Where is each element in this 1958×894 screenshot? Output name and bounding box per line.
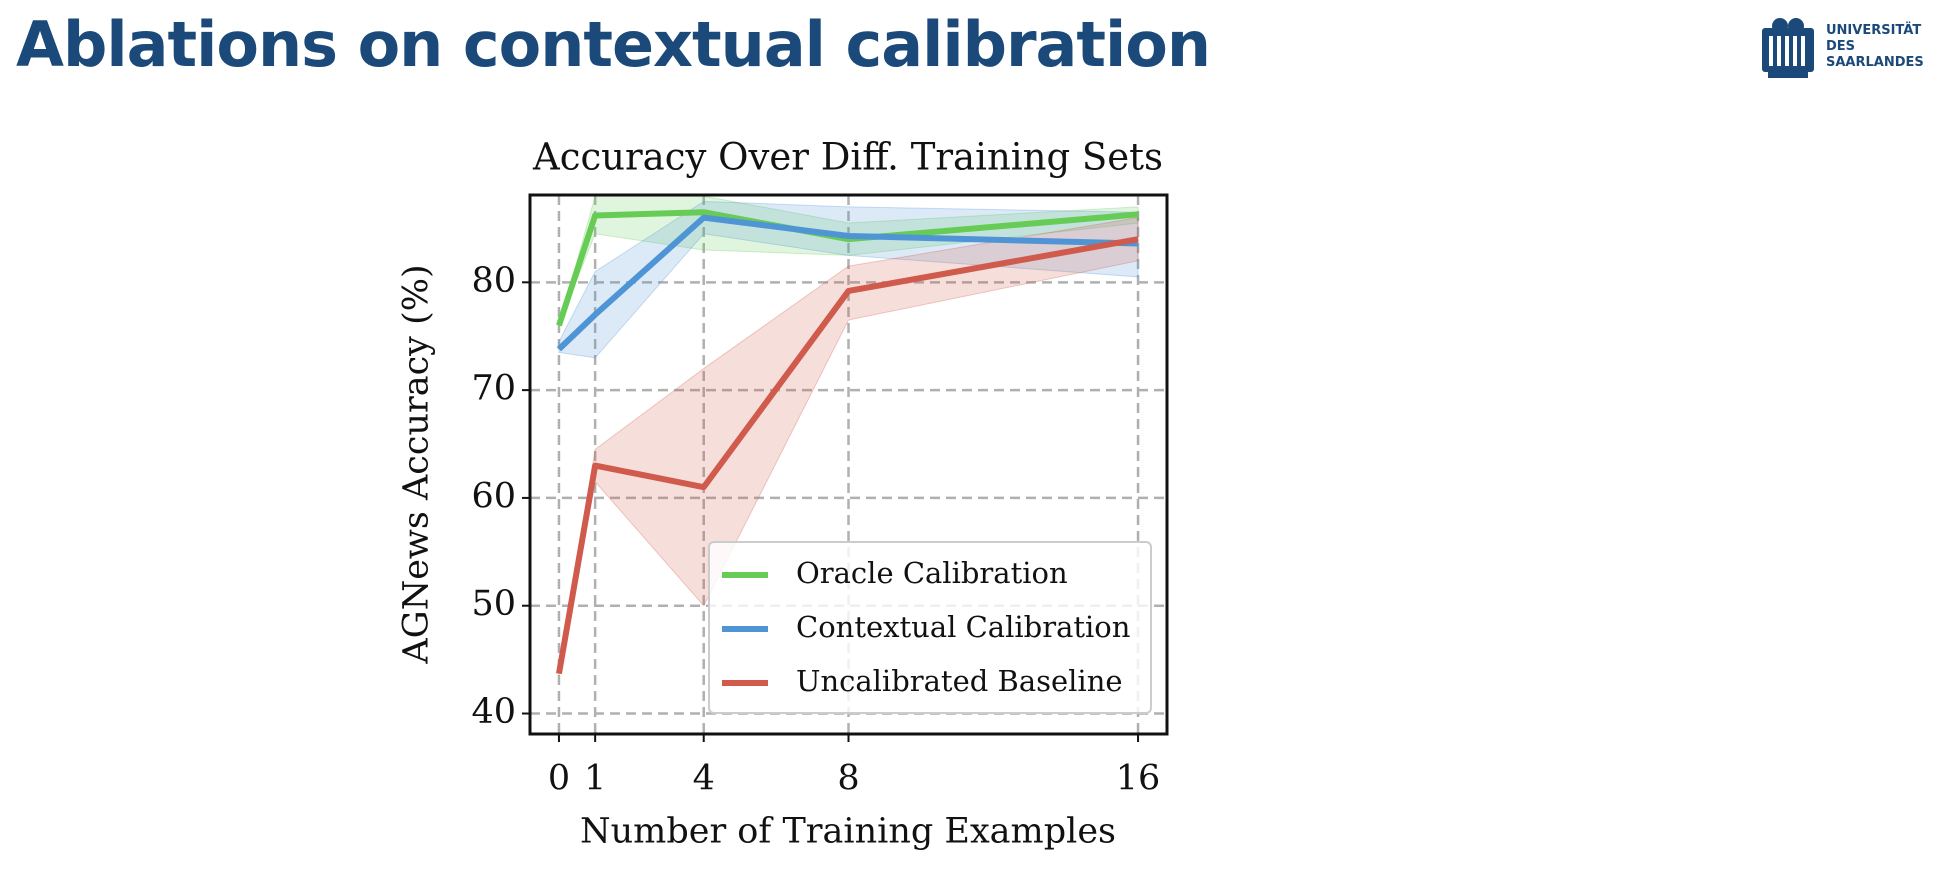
x-tick-label: 1 bbox=[584, 759, 606, 799]
series-line bbox=[555, 236, 1139, 675]
logo-text: SAARLANDES bbox=[1826, 55, 1924, 70]
y-axis-label: AGNews Accuracy (%) bbox=[397, 264, 437, 664]
y-tick-label: 70 bbox=[471, 369, 516, 409]
logo-text: UNIVERSITÄT bbox=[1826, 22, 1921, 38]
plot-frame bbox=[528, 193, 1169, 736]
logo: UNIVERSITÄT DES SAARLANDES bbox=[1762, 18, 1924, 78]
logo-text: DES bbox=[1826, 39, 1855, 54]
legend-label: Uncalibrated Baseline bbox=[796, 664, 1123, 698]
y-tick-label: 50 bbox=[471, 584, 516, 624]
x-tick-label: 8 bbox=[837, 759, 859, 799]
x-tick-label: 16 bbox=[1116, 759, 1161, 799]
y-tick-label: 40 bbox=[471, 692, 516, 732]
legend-box bbox=[708, 541, 1152, 714]
x-axis-label: Number of Training Examples bbox=[580, 812, 1116, 852]
series-line bbox=[556, 209, 1139, 327]
legend-label: Oracle Calibration bbox=[796, 556, 1068, 590]
y-tick-label: 60 bbox=[471, 476, 516, 516]
x-tick-label: 0 bbox=[548, 759, 570, 799]
x-tick-label: 4 bbox=[693, 759, 715, 799]
series-line bbox=[556, 214, 1139, 352]
legend-label: Contextual Calibration bbox=[796, 610, 1130, 644]
chart-title: Accuracy Over Diff. Training Sets bbox=[532, 136, 1163, 179]
y-tick-label: 80 bbox=[471, 261, 516, 301]
slide-title: Ablations on contextual calibration bbox=[16, 8, 1211, 81]
